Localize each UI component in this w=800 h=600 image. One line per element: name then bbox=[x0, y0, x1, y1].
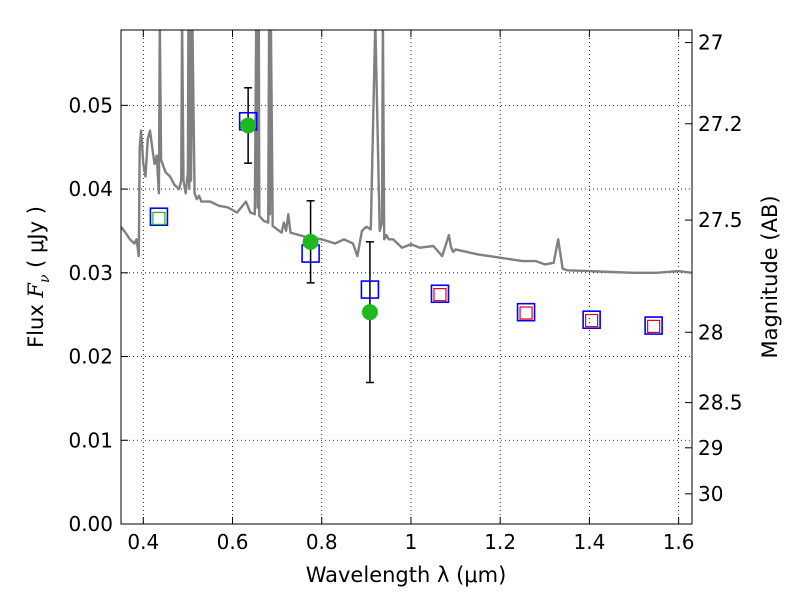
y-tick-label: 0.05 bbox=[68, 93, 113, 117]
model-inner-box bbox=[433, 287, 447, 302]
x-axis-title: Wavelength λ (μm) bbox=[306, 563, 507, 587]
x-tick-label: 0.4 bbox=[127, 530, 159, 554]
model-inner-box bbox=[647, 319, 661, 333]
y-tick-label: 0.04 bbox=[68, 177, 113, 201]
y-tick-label: 0.03 bbox=[68, 261, 113, 285]
y-tick-label: 0.02 bbox=[68, 345, 113, 369]
model-point-box bbox=[582, 310, 601, 330]
sed-spectrum-line bbox=[121, 30, 692, 274]
model-point-box bbox=[360, 280, 380, 299]
observed-point bbox=[302, 233, 319, 250]
y2-axis-title: Magnitude (AB) bbox=[758, 195, 782, 358]
y2-tick-label: 30 bbox=[698, 482, 723, 506]
model-point-box bbox=[430, 284, 450, 304]
model-point-box bbox=[149, 207, 169, 227]
model-inner-box bbox=[585, 313, 599, 328]
x-tick-label: 0.6 bbox=[217, 530, 249, 554]
model-inner-box bbox=[519, 306, 533, 320]
x-tick-label: 1.2 bbox=[484, 530, 516, 554]
model-inner-box bbox=[152, 211, 166, 225]
x-tick-label: 1.4 bbox=[573, 530, 605, 554]
y-axis-title: Flux Fν ( μJy ) bbox=[24, 206, 53, 348]
x-tick-label: 1.6 bbox=[663, 530, 695, 554]
plot-frame bbox=[120, 29, 693, 525]
y2-tick-label: 29 bbox=[698, 436, 723, 460]
y2-tick-label: 27.5 bbox=[698, 208, 743, 232]
y-tick-label: 0.00 bbox=[68, 512, 113, 536]
observed-point bbox=[361, 304, 378, 321]
series-layer bbox=[121, 30, 692, 384]
y2-tick-label: 27 bbox=[698, 31, 723, 55]
model-point-box bbox=[516, 302, 536, 322]
plot-background bbox=[121, 30, 692, 524]
model-point-box bbox=[644, 316, 663, 335]
y2-tick-label: 28 bbox=[698, 320, 723, 344]
x-tick-label: 0.8 bbox=[306, 530, 338, 554]
ticks-layer: 0.4 0.6 0.8 1 1.2 1.4 1.6 0.00 0.01 0.02 0.03 0.04 0… bbox=[68, 30, 743, 554]
x-tick-label: 1 bbox=[405, 530, 418, 554]
observed-point bbox=[240, 117, 257, 134]
y2-tick-label: 27.2 bbox=[698, 112, 743, 136]
y-tick-label: 0.01 bbox=[68, 428, 113, 452]
y2-tick-label: 28.5 bbox=[698, 391, 743, 415]
